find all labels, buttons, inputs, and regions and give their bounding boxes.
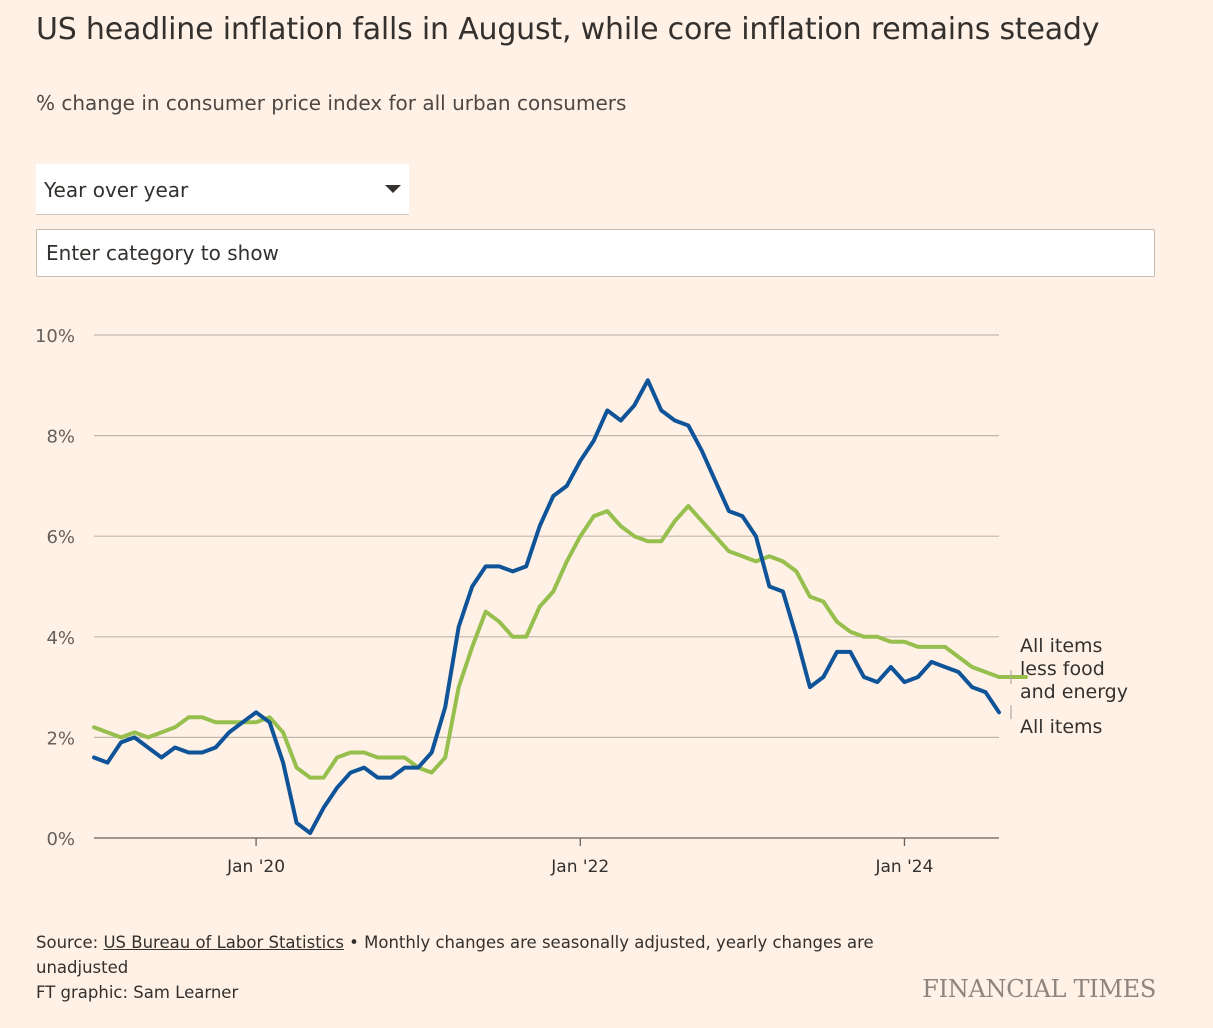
y-tick-label: 10% <box>35 326 75 347</box>
mode-select-value: Year over year <box>44 178 189 202</box>
series-lines <box>92 378 1028 835</box>
caret-down-icon <box>385 185 401 193</box>
source-prefix: Source: <box>36 933 104 952</box>
series-label: All items <box>1020 716 1102 738</box>
line-chart: 0% 2% 4% 6% 8% 10% Jan '20 Jan '22 Jan '24 All … <box>35 326 1128 877</box>
x-tick-label: Jan '24 <box>874 857 933 877</box>
graphic-credit: FT graphic: Sam Learner <box>36 983 239 1002</box>
category-search-input[interactable] <box>36 229 1155 277</box>
mode-select[interactable]: Year over year <box>36 164 409 215</box>
source-note: Source: US Bureau of Labor Statistics • … <box>36 930 886 980</box>
chart-title: US headline inflation falls in August, w… <box>36 12 1100 47</box>
source-link[interactable]: US Bureau of Labor Statistics <box>103 933 344 952</box>
financial-times-logo: FINANCIAL TIMES <box>922 975 1156 1003</box>
x-axis: Jan '20 Jan '22 Jan '24 <box>226 838 933 877</box>
source-note-text: • Monthly changes are seasonally adjuste… <box>36 933 874 977</box>
y-tick-label: 2% <box>46 728 75 749</box>
footer-notes: Source: US Bureau of Labor Statistics • … <box>36 930 886 1005</box>
series-line <box>92 504 1028 780</box>
chart-subtitle: % change in consumer price index for all… <box>36 91 627 115</box>
y-tick-label: 6% <box>46 527 75 548</box>
y-tick-label: 0% <box>46 829 75 850</box>
series-label: All items <box>1020 635 1102 657</box>
series-line <box>92 378 1001 835</box>
y-tick-label: 8% <box>46 427 75 448</box>
y-tick-label: 4% <box>46 628 75 649</box>
x-tick-label: Jan '22 <box>550 857 609 877</box>
series-label: and energy <box>1020 681 1128 703</box>
x-tick-label: Jan '20 <box>226 857 285 877</box>
y-axis-labels: 0% 2% 4% 6% 8% 10% <box>35 326 75 850</box>
grid-layer <box>94 334 999 839</box>
series-label: less food <box>1020 658 1105 680</box>
